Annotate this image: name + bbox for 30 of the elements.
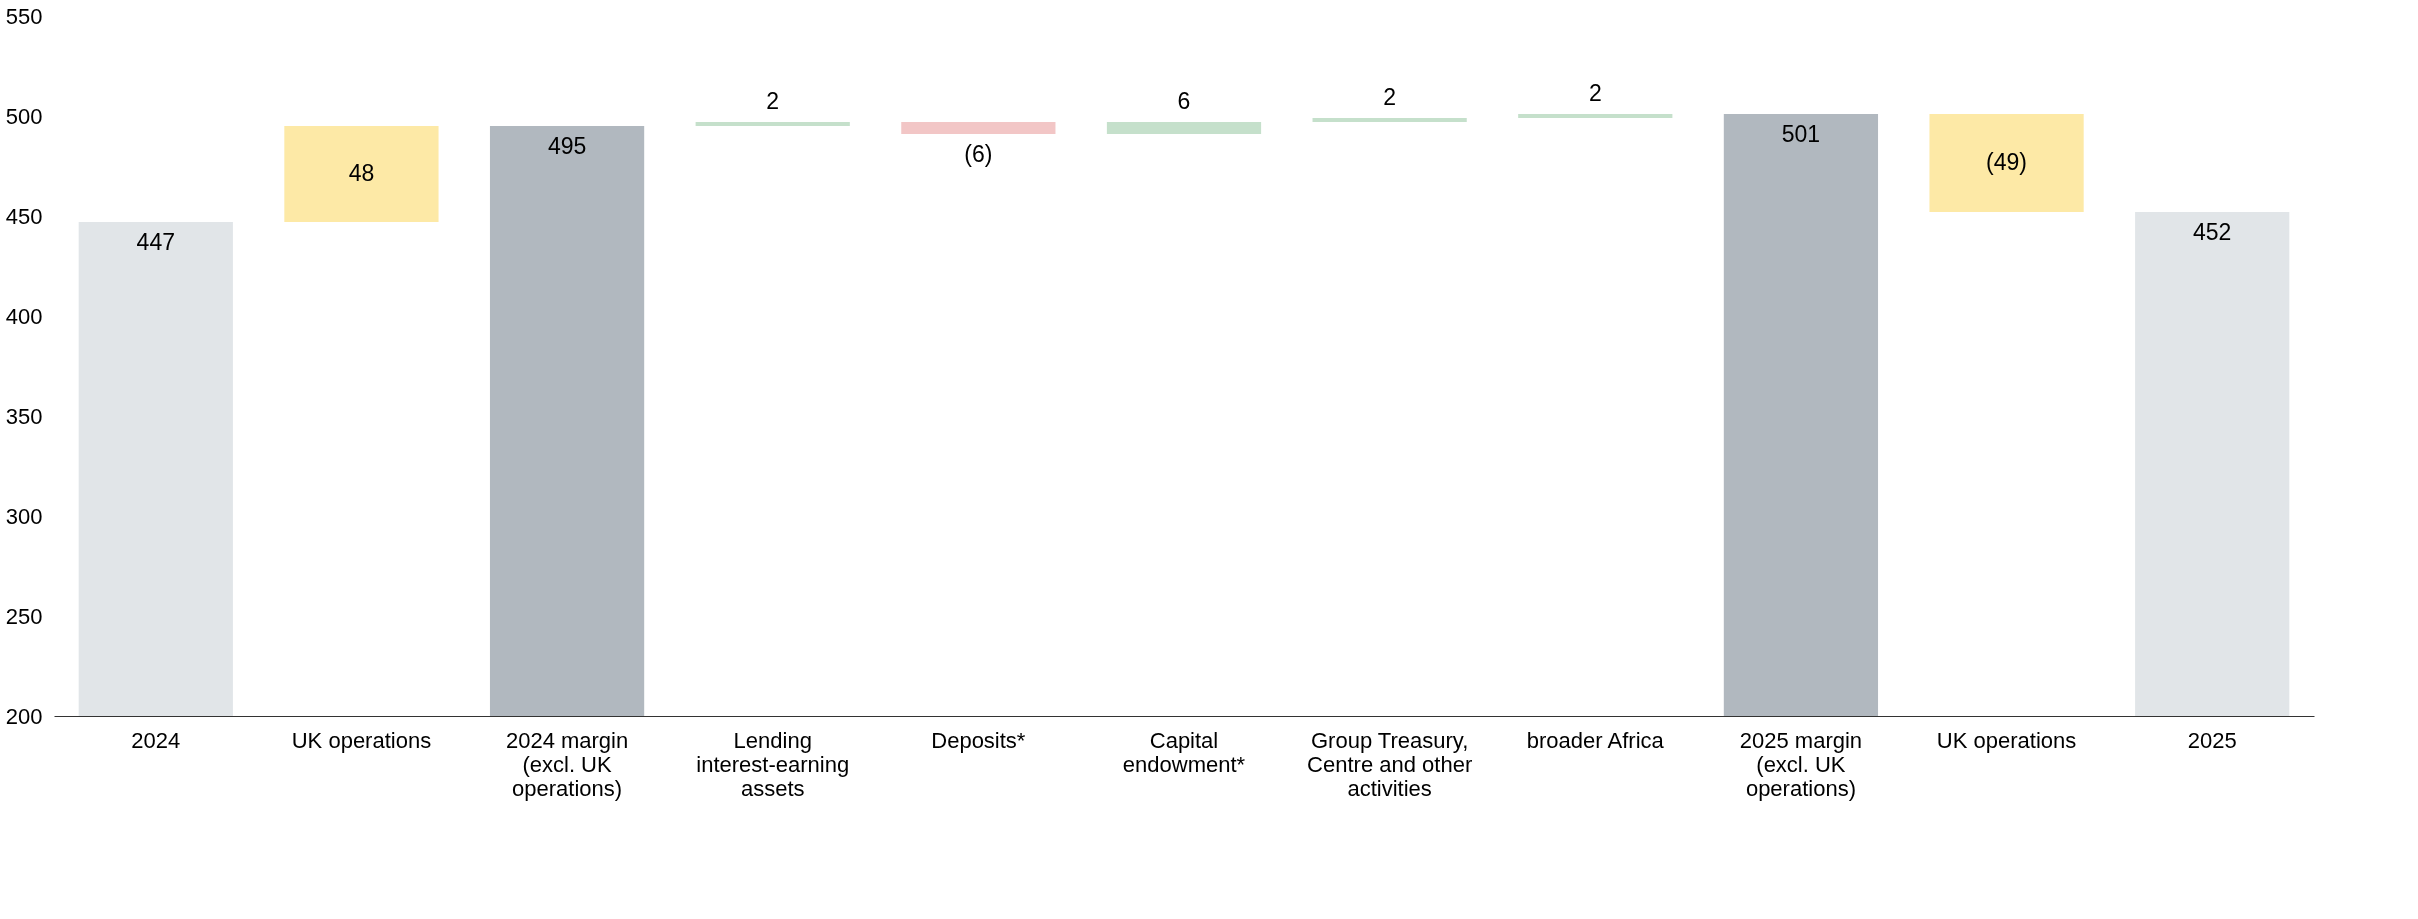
x-tick-label: UK operations [1936, 727, 2077, 753]
y-tick-label: 200 [5, 703, 43, 729]
y-tick-label: 400 [5, 303, 43, 329]
data-label: (6) [964, 141, 993, 167]
x-tick-label: UK operations [291, 727, 432, 753]
data-label: 6 [1177, 88, 1191, 114]
y-tick-label: 300 [5, 503, 43, 529]
x-tick-label: 2025 margin (excl. UK operations) [1739, 727, 1863, 801]
y-tick-label: 250 [5, 603, 43, 629]
data-label: 48 [348, 160, 375, 186]
x-tick-label: Group Treasury, Centre and other activities [1307, 727, 1473, 801]
y-tick-label: 550 [5, 3, 43, 29]
x-tick-label: Lending interest-earning assets [696, 727, 850, 801]
data-label: 501 [1781, 121, 1821, 147]
y-tick-label: 350 [5, 403, 43, 429]
x-tick-label: 2025 [2187, 727, 2237, 753]
data-label: (49) [1986, 149, 2028, 175]
x-tick-label: 2024 margin (excl. UK operations) [505, 727, 629, 801]
data-label: 2 [1588, 80, 1602, 106]
x-tick-label: broader Africa [1526, 727, 1665, 753]
data-label: 2 [766, 88, 780, 114]
data-label: 447 [136, 229, 175, 255]
x-tick-label: Deposits* [931, 727, 1026, 753]
x-tick-label: Capital endowment* [1122, 727, 1246, 777]
y-tick-label: 500 [5, 103, 43, 129]
y-tick-label: 450 [5, 203, 43, 229]
x-tick-label: 2024 [131, 727, 181, 753]
data-label: 452 [2193, 219, 2232, 245]
data-label: 2 [1383, 84, 1397, 110]
data-label: 495 [547, 133, 587, 159]
